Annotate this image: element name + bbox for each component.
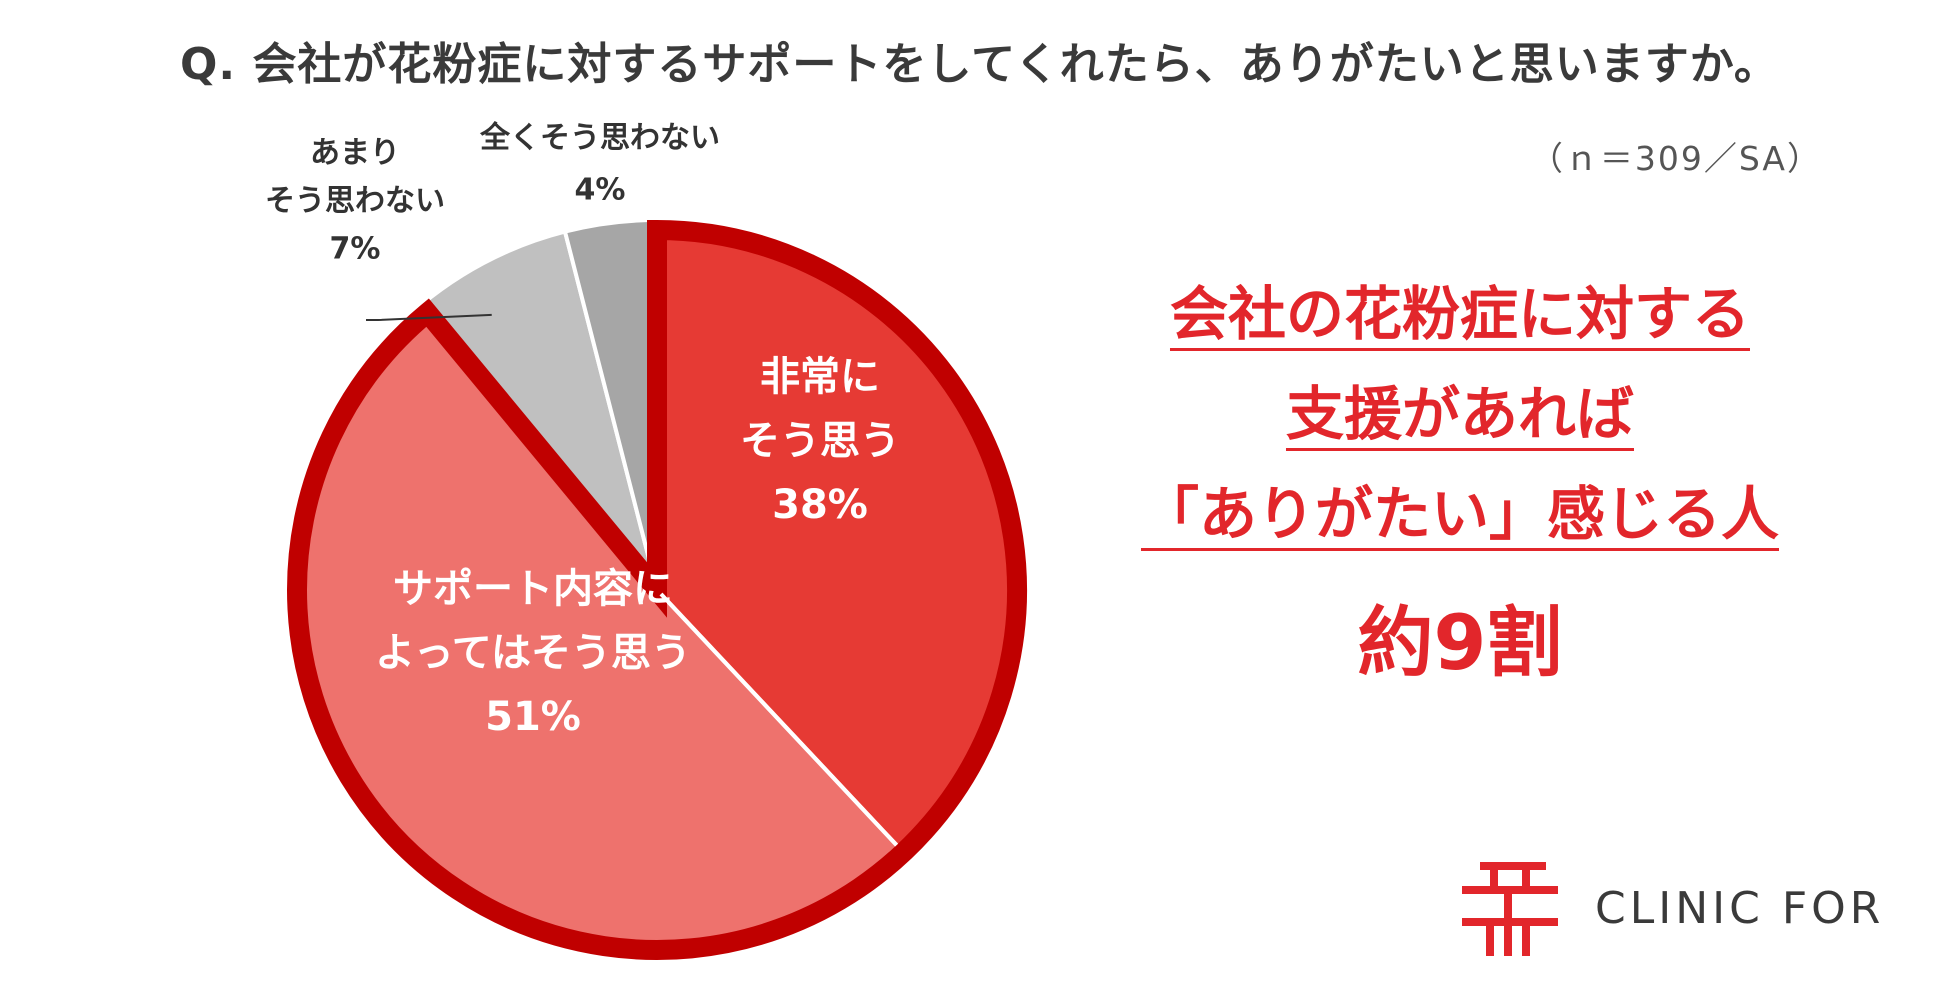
clinic-for-logo-icon bbox=[1462, 862, 1558, 956]
headline-emphasis: 約9割 bbox=[1357, 598, 1563, 687]
sample-size-note: （ｎ＝309／SA） bbox=[1529, 139, 1822, 178]
headline-line-1: 会社の花粉症に対する bbox=[1169, 280, 1750, 348]
brand-name: CLINIC FOR bbox=[1595, 883, 1885, 934]
headline: 会社の花粉症に対する 支援があれば 「ありがたい」感じる人 約9割 bbox=[1080, 285, 1840, 691]
slice-label-strongly-disagree: 全くそう思わない bbox=[479, 121, 720, 156]
chart-title: Q. 会社が花粉症に対するサポートをしてくれたら、ありがたいと思いますか。 bbox=[180, 39, 1779, 90]
slice-label-somewhat-disagree: あまり bbox=[310, 136, 400, 171]
slice-label-somewhat-disagree: そう思わない bbox=[265, 184, 445, 219]
highlight-outline bbox=[287, 219, 1027, 960]
slice-divider bbox=[659, 592, 899, 847]
data-label-very-much-agree: 38% bbox=[772, 482, 868, 528]
pie-slices bbox=[285, 217, 1029, 962]
data-label-somewhat-disagree: 7% bbox=[330, 232, 381, 267]
headline-line-3: 「ありがたい」感じる人 bbox=[1140, 480, 1779, 548]
slice-label-very-much-agree: 非常に bbox=[760, 354, 880, 400]
slice-label-depends-on-support: サポート内容に bbox=[393, 566, 673, 612]
leader-line bbox=[366, 313, 492, 321]
slice-label-depends-on-support: よってはそう思う bbox=[375, 630, 691, 676]
data-label-depends-on-support: 51% bbox=[485, 694, 581, 740]
slice-label-very-much-agree: そう思う bbox=[740, 418, 900, 464]
data-label-strongly-disagree: 4% bbox=[575, 173, 626, 208]
headline-line-2: 支援があれば bbox=[1285, 380, 1634, 448]
